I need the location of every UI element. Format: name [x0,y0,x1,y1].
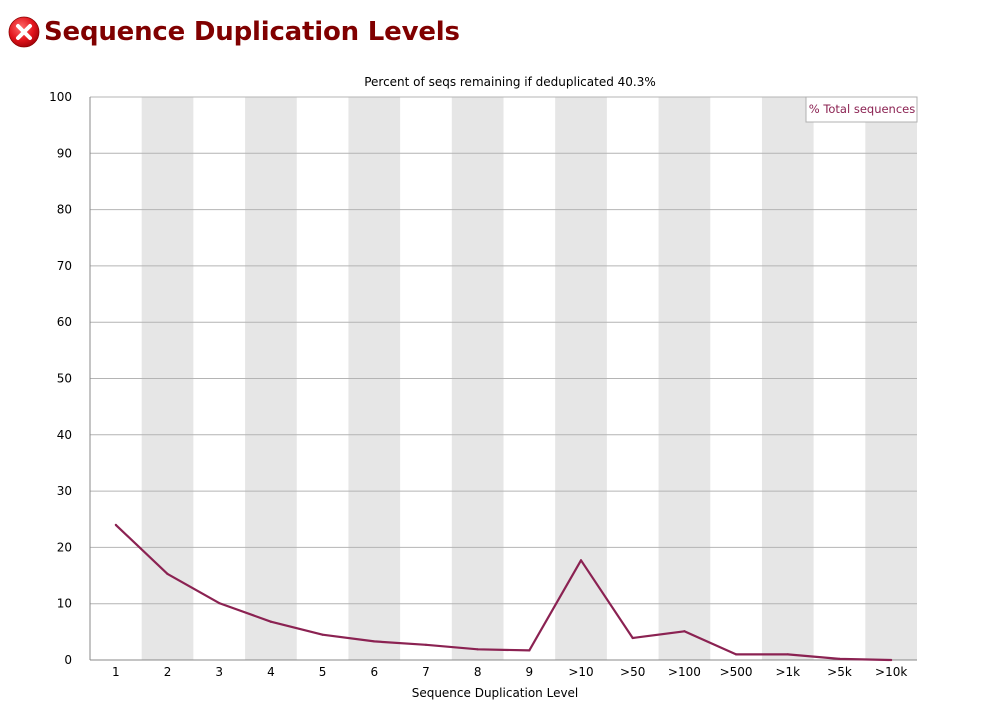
legend-box [805,96,918,123]
series-0-point-2 [218,602,221,605]
y-tick-70: 70 [57,259,72,273]
horizontal-gridlines [90,96,917,605]
legend: % Total sequences [805,96,918,123]
x-tick-2: 3 [215,665,223,679]
series-0-point-11 [683,630,686,633]
series-0-point-15 [890,658,893,662]
series-0-point-7 [476,648,479,651]
x-tick-0: 1 [112,665,120,679]
y-tick-80: 80 [57,203,72,217]
series-0-point-6 [424,643,428,646]
series-lines [114,523,893,662]
x-tick-10: >50 [620,665,645,679]
x-tick-9: >10 [568,665,593,679]
page-title: Sequence Duplication Levels [44,17,460,47]
y-tick-0: 0 [64,653,72,667]
series-0-point-10 [631,636,634,640]
x-tick-5: 6 [370,665,378,679]
y-tick-labels: 0 10 20 30 40 50 60 70 80 90 100 [49,90,72,667]
x-tick-12: >500 [720,665,753,679]
y-tick-20: 20 [57,540,72,554]
series-0-point-0 [114,523,117,526]
x-tick-labels: 1 2 3 4 5 6 7 8 9 >10 >50 >100 >500 >1k >5k >10k [112,665,907,679]
series-0-point-8 [528,649,531,652]
y-tick-50: 50 [57,372,72,386]
x-tick-11: >100 [668,665,701,679]
x-tick-15: >10k [875,665,907,679]
series-0-point-14 [838,657,841,660]
chart-title: Percent of seqs remaining if deduplicate… [364,75,656,89]
y-tick-10: 10 [57,597,72,611]
series-0-point-4 [321,633,324,636]
error-x-icon [8,16,40,48]
x-tick-13: >1k [775,665,800,679]
module-header: Sequence Duplication Levels [8,12,460,52]
series-0-point-13 [786,653,789,656]
series-line-0 [115,524,892,662]
x-tick-3: 4 [267,665,275,679]
x-tick-1: 2 [164,665,172,679]
y-tick-30: 30 [57,484,72,498]
x-tick-14: >5k [827,665,852,679]
series-0-point-9 [579,559,583,562]
x-tick-6: 7 [422,665,430,679]
y-tick-60: 60 [57,315,72,329]
series-0-point-5 [373,640,376,643]
x-tick-4: 5 [319,665,327,679]
x-tick-7: 8 [474,665,482,679]
series-0-point-3 [269,620,273,623]
x-axis-label: Sequence Duplication Level [412,686,579,700]
legend-label-total-sequences: % Total sequences [809,102,916,116]
x-tick-8: 9 [526,665,534,679]
y-tick-90: 90 [57,146,72,160]
axes [89,97,917,661]
y-tick-100: 100 [49,90,72,104]
series-0-point-12 [734,653,738,656]
series-0-point-1 [166,572,169,575]
y-tick-40: 40 [57,428,72,442]
